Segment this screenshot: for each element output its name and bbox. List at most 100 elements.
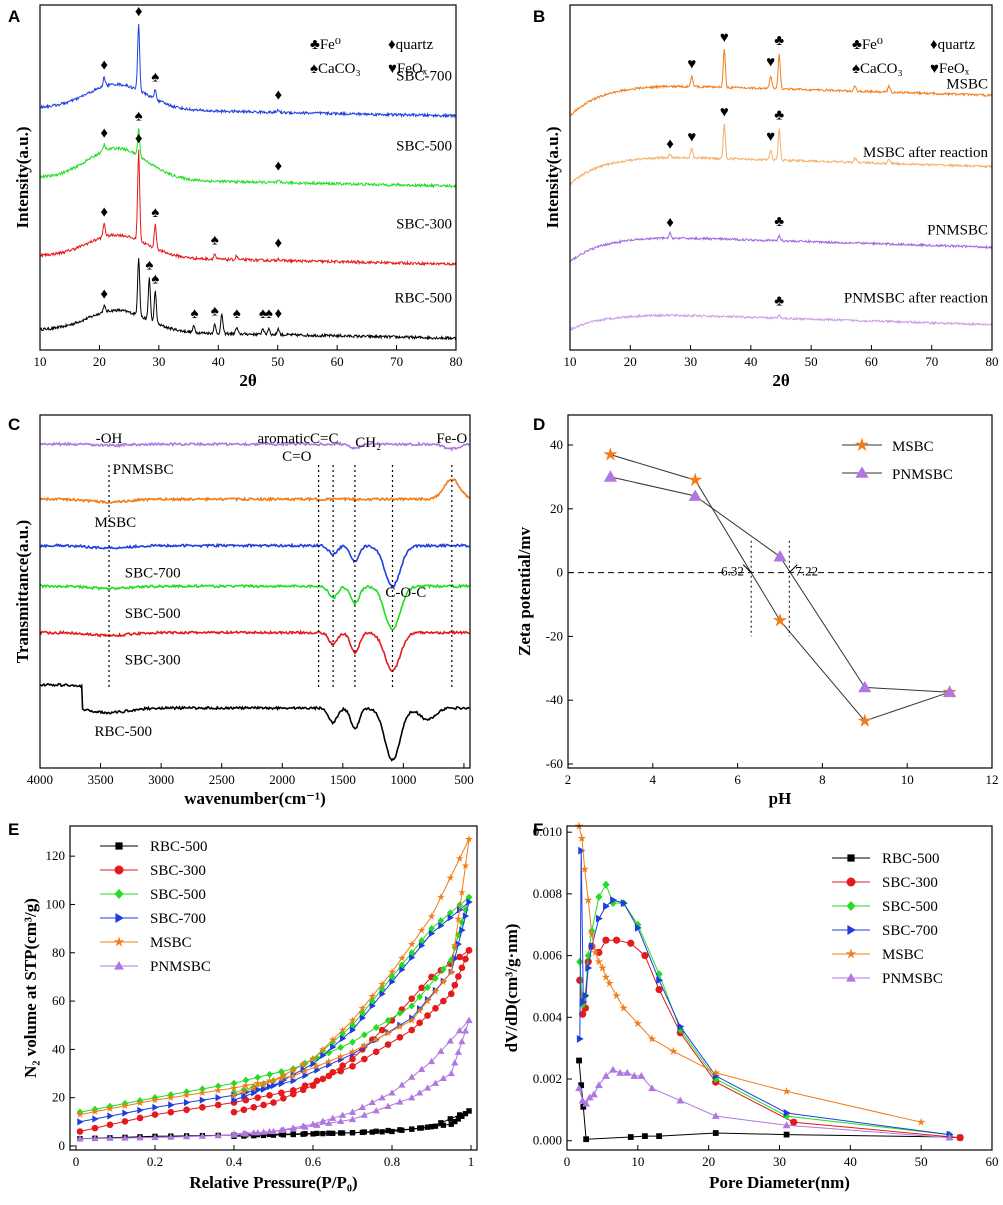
panel-D-xtick-label: 2	[565, 772, 572, 787]
panel-B-xtick-label: 60	[865, 354, 878, 369]
peak-marker: ♦	[274, 306, 282, 322]
data-point-pnmsbc	[461, 1027, 470, 1034]
legend-quartz: ♦quartz	[930, 37, 975, 53]
data-point-sbc-700	[369, 1002, 376, 1010]
data-point-pnmsbc	[456, 1027, 464, 1034]
legend-fe0: ♣Fe⁰	[310, 37, 341, 53]
series-line-sbc-700	[39, 23, 457, 119]
data-point-sbc-700	[241, 1092, 248, 1101]
data-point-msbc	[454, 914, 463, 923]
panel-F-xtick-label: 40	[844, 1154, 857, 1169]
data-point-pnmsbc	[439, 1074, 447, 1082]
data-point-pnmsbc	[398, 1081, 406, 1088]
data-point-sbc-300	[418, 984, 425, 992]
data-point-rbc-500	[428, 1124, 435, 1130]
data-point-sbc-300	[151, 1111, 159, 1118]
peak-marker: ♠	[151, 272, 159, 288]
data-point-sbc-700	[459, 926, 466, 934]
panel-D-ytick-label: -40	[546, 692, 563, 707]
panel-F-xtick-label: 50	[915, 1154, 928, 1169]
data-point-msbc	[76, 1110, 84, 1118]
series-label: SBC-700	[396, 68, 452, 84]
data-point-pnmsbc	[589, 1090, 598, 1098]
data-point-msbc	[384, 1028, 392, 1037]
data-point-pnmsbc	[578, 1096, 587, 1104]
peak-marker: ♥	[687, 56, 696, 72]
data-point-rbc-500	[369, 1129, 375, 1135]
panel-label-C: C	[8, 415, 20, 434]
data-point-sbc-300	[627, 939, 635, 947]
data-point-sbc-300	[278, 1089, 285, 1097]
data-point-sbc-300	[299, 1086, 307, 1094]
data-point-pnmsbc	[269, 1127, 278, 1135]
peak-marker: ♠	[191, 306, 199, 322]
data-point-sbc-300	[612, 936, 621, 944]
data-point-sbc-300	[242, 1096, 250, 1104]
data-point-sbc-300	[432, 1005, 439, 1012]
data-point-sbc-300	[641, 952, 649, 960]
data-point-sbc-700	[656, 976, 664, 985]
panel-B: PNMSBC after reaction PNMSBC MSBC after re…	[543, 4, 999, 390]
legend-marker-sbc-500	[114, 889, 124, 899]
data-point-sbc-700	[302, 1071, 309, 1080]
panel-label-F: F	[533, 820, 543, 839]
panel-A-xtick-label: 10	[34, 354, 47, 369]
data-point-sbc-500	[361, 1031, 368, 1039]
data-point-rbc-500	[280, 1132, 287, 1138]
data-point-rbc-500	[349, 1130, 356, 1136]
data-point-sbc-500	[384, 1016, 392, 1025]
data-point-sbc-700	[462, 912, 470, 920]
series-label: RBC-500	[95, 724, 153, 740]
legend-marker-msbc	[845, 948, 857, 959]
panel-E-ytick-label: 0	[59, 1138, 66, 1153]
x-axis-title: 2θ	[772, 371, 790, 390]
panel-D-ytick-label: 40	[550, 437, 563, 452]
panel-E-ytick-label: 100	[46, 896, 66, 911]
series-label: MSBC	[95, 515, 137, 531]
data-point-msbc	[348, 1016, 357, 1024]
series-line-rbc-500	[39, 258, 457, 341]
data-point-pnmsbc	[711, 1112, 720, 1119]
data-point-pnmsbc	[388, 1089, 396, 1096]
data-point-sbc-500	[437, 917, 445, 925]
peak-marker: ♠	[211, 303, 219, 319]
data-point-pnmsbc	[230, 1130, 238, 1137]
series-label: SBC-300	[396, 217, 452, 233]
data-point-rbc-500	[462, 1110, 469, 1117]
peak-marker: ♣	[774, 33, 784, 49]
data-point-sbc-300	[396, 1034, 404, 1041]
data-point-sbc-300	[424, 1012, 431, 1019]
peak-marker: ♥	[720, 30, 729, 46]
data-point-rbc-500	[452, 1118, 458, 1125]
data-point-pnmsbc	[465, 1016, 473, 1024]
legend-feox: ♥FeOₓ	[930, 61, 970, 77]
data-point-sbc-500	[230, 1079, 238, 1087]
panel-B-xtick-label: 80	[986, 354, 999, 369]
data-point-sbc-500	[416, 993, 423, 1001]
data-point-pnmsbc	[348, 1115, 357, 1123]
data-point-rbc-500	[310, 1131, 316, 1137]
data-point-sbc-700	[349, 1026, 357, 1034]
peak-marker: ♣	[774, 293, 784, 309]
data-point-msbc	[279, 1071, 288, 1079]
data-point-msbc	[313, 1062, 321, 1070]
panel-F-ytick-label: 0.004	[533, 1009, 563, 1024]
data-point-pnmsbc	[338, 1111, 347, 1118]
data-point-rbc-500	[656, 1133, 662, 1139]
data-point-pnmsbc	[358, 1103, 367, 1110]
band-annotation: -OH	[96, 431, 123, 447]
panel-F-ytick-label: 0.008	[533, 886, 562, 901]
data-point-msbc	[106, 1104, 114, 1113]
data-point-sbc-300	[578, 1010, 587, 1018]
legend-marker-pnmsbc	[855, 466, 869, 478]
series-line-msbc-adsorption	[79, 839, 470, 1116]
panel-A-xtick-label: 50	[271, 354, 284, 369]
data-point-sbc-500	[349, 1038, 356, 1046]
data-point-sbc-500	[432, 974, 439, 983]
data-point-msbc	[633, 1019, 643, 1028]
peak-marker: ♦	[666, 136, 674, 152]
panel-D-ytick-label: -20	[546, 628, 563, 643]
legend-caco3: ♠CaCO₃	[310, 61, 361, 77]
peak-marker: ♠	[211, 232, 219, 248]
legend-marker-msbc	[854, 437, 870, 452]
